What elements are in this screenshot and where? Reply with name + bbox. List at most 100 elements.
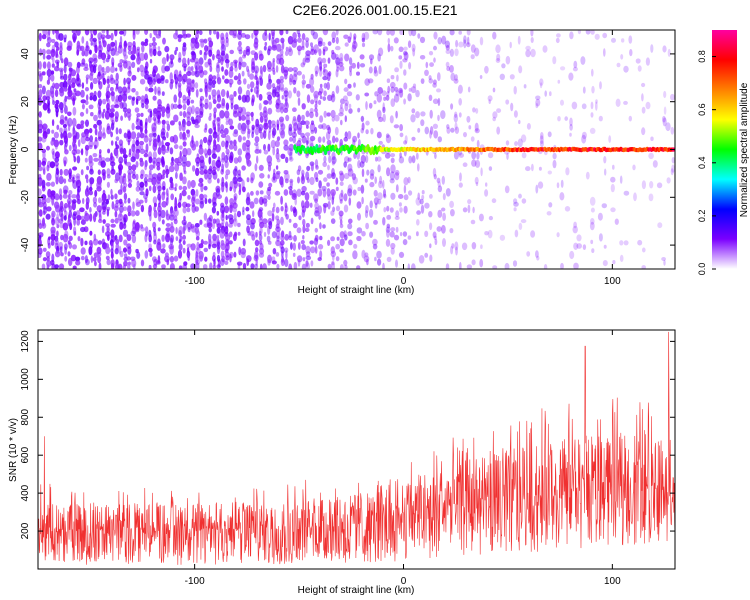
- noise-speckle: [139, 148, 145, 155]
- noise-speckle: [82, 197, 85, 205]
- noise-speckle: [225, 214, 228, 221]
- noise-speckle: [202, 264, 208, 269]
- noise-speckle: [41, 71, 46, 76]
- noise-speckle: [399, 30, 405, 35]
- noise-speckle: [127, 70, 132, 77]
- noise-speckle: [195, 189, 199, 197]
- noise-speckle: [102, 172, 106, 181]
- noise-speckle: [247, 130, 250, 139]
- noise-speckle: [451, 243, 455, 249]
- noise-speckle: [268, 182, 273, 188]
- noise-speckle: [135, 161, 139, 168]
- noise-speckle: [221, 151, 226, 161]
- noise-speckle: [256, 89, 259, 98]
- noise-speckle: [172, 134, 179, 144]
- noise-speckle: [216, 77, 222, 85]
- noise-speckle: [225, 37, 229, 44]
- noise-speckle: [144, 250, 149, 259]
- noise-speckle: [38, 222, 43, 229]
- noise-speckle: [302, 57, 306, 66]
- noise-speckle: [228, 69, 234, 78]
- noise-speckle: [323, 177, 328, 182]
- noise-speckle: [424, 126, 430, 135]
- noise-speckle: [191, 51, 197, 61]
- noise-speckle: [441, 224, 446, 234]
- noise-speckle: [352, 250, 358, 260]
- noise-speckle: [165, 227, 171, 232]
- noise-speckle: [88, 190, 94, 196]
- noise-speckle: [85, 201, 90, 210]
- noise-speckle: [93, 30, 97, 36]
- noise-speckle: [315, 70, 318, 77]
- noise-speckle: [271, 260, 277, 265]
- noise-speckle: [408, 190, 413, 196]
- noise-speckle: [59, 45, 63, 53]
- noise-speckle: [429, 194, 433, 199]
- noise-speckle: [445, 61, 450, 68]
- noise-speckle: [153, 239, 157, 245]
- noise-speckle: [126, 234, 132, 242]
- noise-speckle: [139, 160, 144, 167]
- noise-speckle: [344, 131, 348, 139]
- noise-speckle: [322, 41, 326, 47]
- noise-speckle: [309, 202, 313, 208]
- noise-speckle: [470, 136, 475, 142]
- noise-speckle: [196, 241, 200, 251]
- noise-speckle: [243, 49, 247, 57]
- noise-speckle: [38, 111, 42, 118]
- noise-speckle: [230, 102, 234, 110]
- noise-speckle: [233, 90, 237, 97]
- noise-speckle: [390, 45, 394, 52]
- noise-speckle: [195, 254, 199, 264]
- noise-speckle: [271, 44, 277, 51]
- noise-speckle: [229, 186, 232, 192]
- noise-speckle: [72, 117, 77, 127]
- noise-speckle: [429, 109, 433, 119]
- noise-speckle: [51, 63, 55, 68]
- noise-speckle: [263, 122, 269, 130]
- noise-speckle: [203, 127, 208, 133]
- noise-speckle: [105, 246, 111, 255]
- noise-speckle: [331, 172, 336, 180]
- noise-speckle: [106, 125, 112, 135]
- noise-speckle: [38, 84, 43, 89]
- noise-speckle: [317, 40, 323, 47]
- noise-speckle: [224, 205, 230, 214]
- noise-speckle: [47, 242, 51, 249]
- noise-speckle: [110, 104, 116, 109]
- noise-speckle: [552, 56, 557, 65]
- noise-speckle: [569, 123, 573, 131]
- noise-speckle: [454, 126, 460, 134]
- noise-speckle: [547, 170, 552, 175]
- noise-speckle: [106, 49, 110, 56]
- noise-speckle: [420, 111, 426, 117]
- noise-speckle: [466, 42, 471, 48]
- noise-speckle: [55, 110, 59, 118]
- noise-speckle: [331, 37, 336, 44]
- noise-speckle: [537, 181, 544, 189]
- noise-speckle: [284, 73, 288, 80]
- noise-speckle: [51, 38, 56, 44]
- noise-speckle: [288, 263, 293, 269]
- noise-speckle: [305, 255, 312, 261]
- noise-speckle: [177, 202, 182, 208]
- noise-speckle: [310, 42, 313, 47]
- noise-speckle: [310, 73, 314, 80]
- noise-speckle: [433, 130, 439, 139]
- noise-speckle: [314, 198, 318, 204]
- noise-speckle: [190, 179, 196, 189]
- noise-speckle: [173, 94, 177, 103]
- noise-speckle: [424, 69, 429, 77]
- noise-speckle: [573, 262, 579, 269]
- noise-speckle: [182, 94, 187, 101]
- noise-speckle: [50, 234, 56, 241]
- noise-speckle: [97, 44, 103, 53]
- noise-speckle: [52, 30, 55, 35]
- noise-speckle: [442, 212, 446, 221]
- noise-speckle: [119, 250, 124, 258]
- noise-speckle: [132, 201, 135, 210]
- noise-speckle: [317, 169, 324, 175]
- noise-speckle: [512, 260, 518, 267]
- noise-speckle: [237, 135, 242, 143]
- noise-speckle: [542, 45, 548, 53]
